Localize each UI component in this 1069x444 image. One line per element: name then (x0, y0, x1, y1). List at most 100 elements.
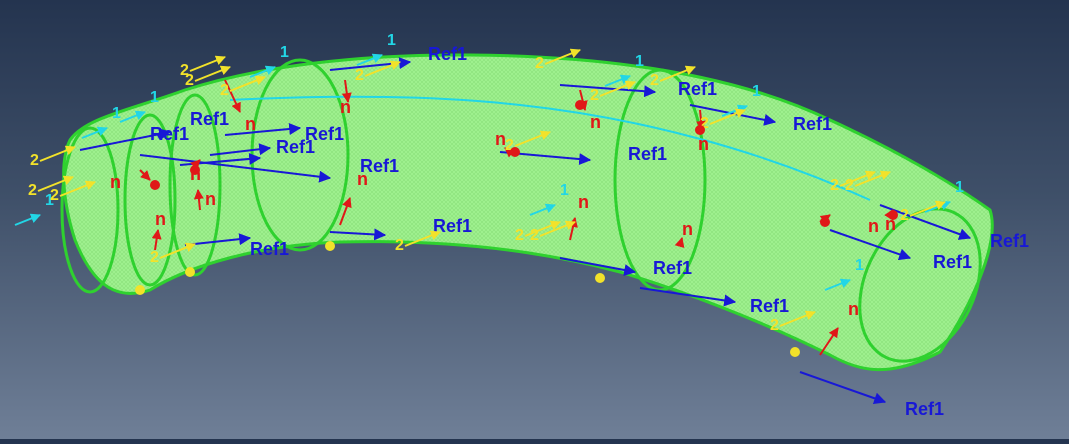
normal-label: n (885, 214, 896, 234)
axis-2-arrow (189, 55, 226, 72)
axis-1-arrow (529, 203, 556, 216)
ref1-label: Ref1 (990, 231, 1029, 251)
axis-2-arrow (709, 108, 746, 125)
node-dot (820, 217, 830, 227)
ref-axis-arrow (829, 229, 912, 261)
ref1-label: Ref1 (678, 79, 717, 99)
axis-2-arrow (39, 145, 76, 162)
axis-1-arrow (81, 126, 108, 139)
node-dot (190, 165, 200, 175)
axis-2-label: 2 (505, 137, 514, 154)
axis-2-label: 2 (50, 187, 59, 204)
normal-arrow (339, 197, 352, 226)
normal-label: n (590, 112, 601, 132)
axis-2-arrow (854, 170, 891, 187)
normal-label: n (110, 172, 121, 192)
axis-1-label: 1 (752, 83, 761, 100)
axis-1-label: 1 (635, 53, 644, 70)
axis-1-arrow (604, 74, 631, 87)
axis-2-label: 2 (28, 182, 37, 199)
ref1-label: Ref1 (428, 44, 467, 64)
ref1-label: Ref1 (250, 239, 289, 259)
axis-2-label: 2 (770, 317, 779, 334)
normal-label: n (245, 114, 256, 134)
axis-1-arrow (356, 53, 383, 66)
axis-1-label: 1 (112, 105, 121, 122)
normal-label: n (868, 216, 879, 236)
axis-2-arrow (37, 175, 74, 192)
axis-2-arrow (194, 65, 231, 82)
ref-axis-arrow (139, 154, 332, 183)
axis-2-label: 2 (220, 82, 229, 99)
ref-axis-arrow (224, 123, 302, 136)
ref1-label: Ref1 (190, 109, 229, 129)
section-ring-1 (123, 113, 177, 287)
orientation-glyphs: Ref1Ref1Ref1Ref1Ref1Ref1Ref1Ref1Ref1Ref1… (14, 32, 1029, 419)
pipe-right-end (858, 207, 982, 363)
normal-label: n (205, 189, 216, 209)
node-dot (695, 125, 705, 135)
ref-axis-arrow (79, 128, 172, 151)
axis-2-arrow (779, 310, 816, 327)
normal-arrow (190, 159, 201, 170)
axis-2-label: 2 (535, 55, 544, 72)
axis-2-label: 2 (700, 115, 709, 132)
axis-2-label: 2 (530, 227, 539, 244)
node-dot (510, 147, 520, 157)
axis-2-label: 2 (515, 227, 524, 244)
axis-2-label: 2 (845, 177, 854, 194)
axis-2-arrow (839, 170, 876, 187)
ref1-label: Ref1 (933, 252, 972, 272)
ref1-label: Ref1 (150, 124, 189, 144)
normal-arrow (674, 237, 685, 249)
ref1-label: Ref1 (276, 137, 315, 157)
normal-arrow (224, 79, 241, 113)
axis-1-arrow (119, 110, 146, 123)
axis-2-arrow (404, 230, 441, 247)
normal-arrow (139, 169, 151, 181)
axis-2-arrow (514, 130, 551, 147)
ref1-label: Ref1 (653, 258, 692, 278)
axis-1-arrow (824, 278, 851, 291)
ref-axis-arrow (689, 104, 777, 126)
axis-2-label: 2 (395, 237, 404, 254)
node-dot (135, 285, 145, 295)
ref1-label: Ref1 (433, 216, 472, 236)
axis-2-arrow (229, 75, 266, 92)
ref1-label: Ref1 (750, 296, 789, 316)
axis-1-label: 1 (855, 257, 864, 274)
axis-1-arrow (249, 65, 276, 78)
axis-2-arrow (544, 48, 581, 65)
normal-arrow (193, 189, 204, 211)
axis-2-arrow (659, 65, 696, 82)
ref-axis-arrow (329, 228, 387, 241)
normal-arrow (151, 229, 162, 251)
ref1-label: Ref1 (793, 114, 832, 134)
pipe-surface[interactable] (62, 53, 994, 372)
axis-2-arrow (364, 60, 401, 77)
ref-axis-arrow (559, 84, 657, 98)
ref-axis-arrow (639, 287, 737, 307)
axis-2-label: 2 (650, 72, 659, 89)
ref-axis-arrow (799, 371, 887, 405)
axis-1-label: 1 (45, 192, 54, 209)
node-dot (575, 100, 585, 110)
pipe-left-end (60, 126, 120, 294)
normal-label: n (682, 219, 693, 239)
normal-arrow (341, 79, 352, 103)
ref1-label: Ref1 (360, 156, 399, 176)
node-dot (790, 347, 800, 357)
normal-arrow (819, 327, 839, 356)
axis-1-label: 1 (150, 89, 159, 106)
normal-label: n (848, 299, 859, 319)
axis-2-arrow (909, 200, 946, 217)
normal-arrow (504, 147, 516, 158)
normal-label: n (578, 192, 589, 212)
ref-axis-arrow (209, 143, 272, 156)
node-dot (888, 210, 898, 220)
axis-2-label: 2 (355, 67, 364, 84)
axis-2-label: 2 (900, 207, 909, 224)
normal-label: n (340, 97, 351, 117)
